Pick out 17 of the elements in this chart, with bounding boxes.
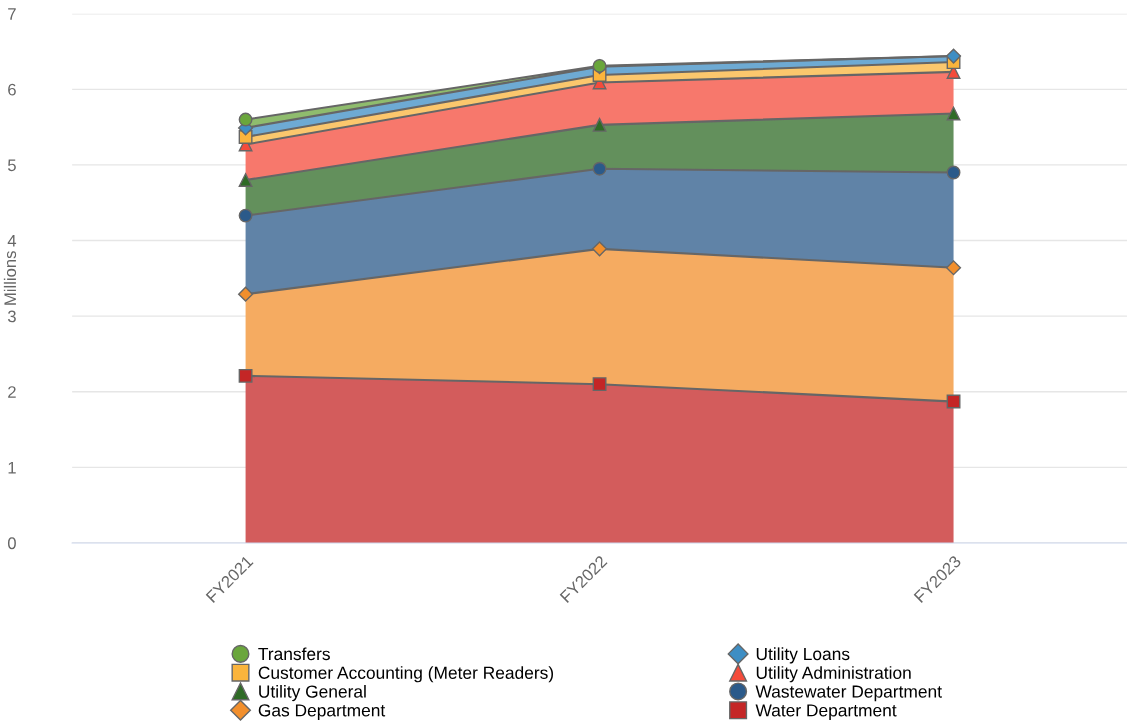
legend-label: Utility Loans [756, 647, 850, 664]
legend-label: Wastewater Department [755, 685, 942, 702]
legend-label: Customer Accounting (Meter Readers) [258, 666, 554, 683]
y-tick-label: 0 [7, 537, 16, 550]
legend-label: Utility Administration [756, 666, 911, 683]
y-tick-label: 3 [7, 310, 16, 323]
y-tick-label: 7 [8, 8, 16, 20]
y-axis-title: Millions [3, 251, 17, 305]
legend-label: Utility General [259, 684, 366, 702]
y-tick-label: 1 [8, 461, 16, 474]
y-tick-label: 5 [7, 159, 16, 172]
legend-label: Gas Department [258, 704, 386, 720]
y-tick-label: 4 [7, 235, 17, 247]
y-tick-label: 2 [8, 386, 16, 398]
legend-label: Transfers [258, 647, 330, 661]
legend-label: Water Department [755, 704, 897, 720]
y-tick-label: 6 [8, 83, 16, 96]
